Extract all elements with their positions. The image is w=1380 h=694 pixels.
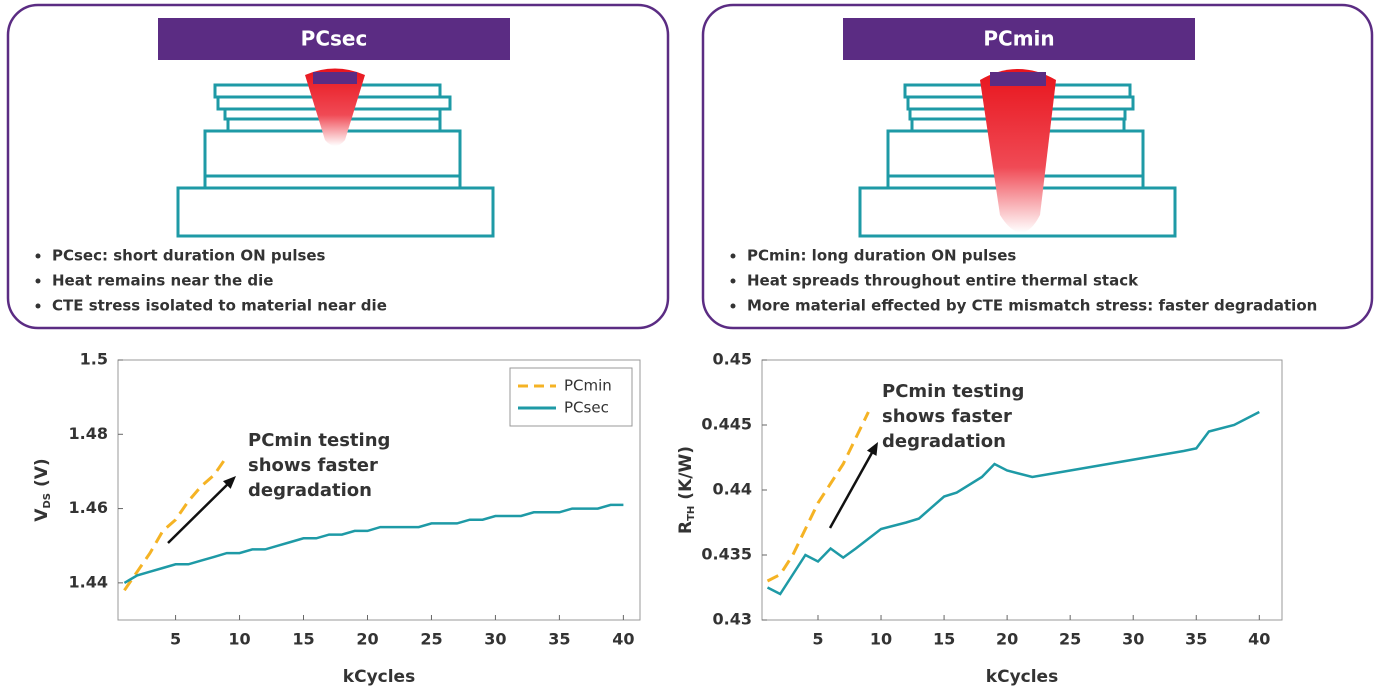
x-tick-label: 25 xyxy=(1059,630,1081,649)
y-axis-label-sub: DS xyxy=(42,493,53,509)
y-axis-label-unit: (K/W) xyxy=(676,446,696,500)
bullet-dot xyxy=(731,279,736,284)
y-tick-label: 1.5 xyxy=(80,350,108,369)
panel-title: PCmin xyxy=(983,27,1054,51)
page: PCsec PCmin PCsec: short duration ON pul… xyxy=(0,0,1380,694)
annotation: shows faster xyxy=(882,406,1012,427)
bullet-dot xyxy=(36,254,41,259)
x-tick-label: 5 xyxy=(170,630,181,649)
y-tick-label: 0.45 xyxy=(713,350,752,369)
y-tick-label: 1.46 xyxy=(69,498,108,517)
legend-label: PCsec xyxy=(564,399,609,417)
legend-label: PCmin xyxy=(564,377,612,395)
x-tick-label: 20 xyxy=(996,630,1018,649)
x-axis-label: kCycles xyxy=(343,667,415,687)
y-axis-label: RTH (K/W) xyxy=(676,446,697,534)
bullet-dot xyxy=(731,304,736,309)
y-tick-label: 0.44 xyxy=(713,480,752,499)
annotation: shows faster xyxy=(248,455,378,476)
x-tick-label: 10 xyxy=(228,630,250,649)
annotation: degradation xyxy=(882,431,1006,452)
bullet-text: CTE stress isolated to material near die xyxy=(52,297,387,315)
bullet-text: More material effected by CTE mismatch s… xyxy=(747,297,1317,315)
bullet-text: Heat remains near the die xyxy=(52,272,273,290)
x-tick-label: 30 xyxy=(1122,630,1144,649)
bullet-dot xyxy=(36,304,41,309)
bullet-dot xyxy=(36,279,41,284)
x-tick-label: 15 xyxy=(292,630,314,649)
y-axis-label-main: R xyxy=(676,521,696,534)
y-axis-label-unit: (V) xyxy=(32,458,52,487)
x-tick-label: 15 xyxy=(933,630,955,649)
y-tick-label: 0.435 xyxy=(701,545,752,564)
annotation: degradation xyxy=(248,480,372,501)
annotation: PCmin testing xyxy=(248,430,390,451)
x-tick-label: 25 xyxy=(420,630,442,649)
y-axis-label-main: V xyxy=(32,508,52,522)
y-tick-label: 0.445 xyxy=(701,415,752,434)
y-axis-label-sub: TH xyxy=(686,506,697,521)
y-tick-label: 0.43 xyxy=(713,610,752,629)
panel-title: PCsec xyxy=(301,27,368,51)
x-tick-label: 30 xyxy=(484,630,506,649)
x-tick-label: 20 xyxy=(356,630,378,649)
bullet-text: Heat spreads throughout entire thermal s… xyxy=(747,272,1139,290)
x-tick-label: 35 xyxy=(548,630,570,649)
y-tick-label: 1.48 xyxy=(69,424,108,443)
x-tick-label: 35 xyxy=(1185,630,1207,649)
x-tick-label: 10 xyxy=(870,630,892,649)
x-tick-label: 40 xyxy=(612,630,634,649)
bullet-text: PCmin: long duration ON pulses xyxy=(747,247,1016,265)
x-tick-label: 5 xyxy=(812,630,823,649)
y-tick-label: 1.44 xyxy=(69,572,108,591)
y-axis-label: VDS (V) xyxy=(32,458,53,521)
annotation: PCmin testing xyxy=(882,381,1024,402)
bullet-text: PCsec: short duration ON pulses xyxy=(52,247,326,265)
x-tick-label: 40 xyxy=(1248,630,1270,649)
bullet-dot xyxy=(731,254,736,259)
x-axis-label: kCycles xyxy=(986,667,1058,687)
